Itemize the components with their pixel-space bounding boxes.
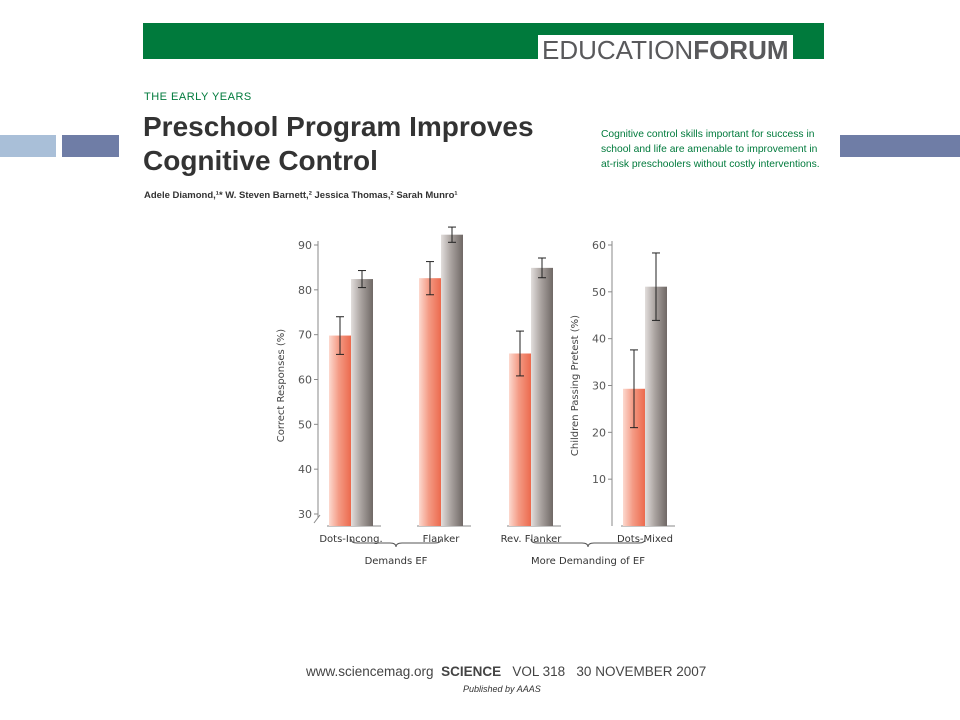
y-axis-label-2: Children Passing Pretest (%): [570, 315, 581, 456]
y-tick-label-2-10: 10: [592, 473, 606, 486]
bar-rev-flanker-series-1: [509, 353, 531, 526]
bar-dots-incong-series-2: [351, 279, 373, 526]
bar-dots-mixed-series-1: [623, 388, 645, 526]
y-tick-label-1-60: 60: [298, 374, 312, 387]
y-tick-label-1-30: 30: [298, 508, 312, 521]
slide-accent-bar-light: [0, 135, 56, 157]
y-tick-label-2-20: 20: [592, 426, 606, 439]
bar-flanker-series-1: [419, 278, 441, 526]
group-brace-more-demanding-of-ef: [530, 538, 646, 548]
banner-label: EDUCATIONFORUM: [538, 35, 793, 65]
y-tick-label-2-60: 60: [592, 239, 606, 252]
slide-accent-bar-right: [840, 135, 960, 157]
section-label: THE EARLY YEARS: [144, 91, 252, 103]
y-tick-label-1-80: 80: [298, 284, 312, 297]
banner-end-rule: [822, 23, 824, 59]
slide-accent-bar-dark: [62, 135, 119, 157]
footer-volume: VOL 318: [512, 664, 566, 679]
y-tick-label-1-50: 50: [298, 418, 312, 431]
banner-label-bold: FORUM: [693, 35, 789, 65]
y-axis-label-1: Correct Responses (%): [276, 329, 287, 442]
group-label-more-demanding-of-ef: More Demanding of EF: [531, 556, 645, 567]
banner-label-light: EDUCATION: [542, 35, 694, 65]
y-tick-label-2-40: 40: [592, 333, 606, 346]
group-label-demands-ef: Demands EF: [365, 556, 428, 567]
article-title-line-1: Preschool Program Improves: [143, 111, 534, 142]
journal-footer: www.sciencemag.org SCIENCE VOL 318 30 NO…: [306, 664, 706, 679]
group-brace-demands-ef: [350, 538, 442, 548]
y-tick-label-1-90: 90: [298, 239, 312, 252]
axis-break-mark: [313, 514, 321, 524]
article-summary: Cognitive control skills important for s…: [601, 129, 820, 170]
bar-dots-mixed-series-2: [645, 286, 667, 526]
bar-flanker-series-2: [441, 234, 463, 526]
author-list: Adele Diamond,¹* W. Steven Barnett,² Jes…: [144, 190, 458, 201]
y-tick-label-1-70: 70: [298, 329, 312, 342]
bar-dots-incong-series-1: [329, 335, 351, 526]
bar-rev-flanker-series-2: [531, 267, 553, 526]
article-title-line-2: Cognitive Control: [143, 145, 378, 176]
y-tick-label-1-40: 40: [298, 463, 312, 476]
y-tick-label-2-30: 30: [592, 380, 606, 393]
footer-date: 30 NOVEMBER 2007: [576, 664, 707, 679]
footer-journal: SCIENCE: [441, 664, 502, 679]
y-tick-label-2-50: 50: [592, 286, 606, 299]
footer-url: www.sciencemag.org: [306, 664, 434, 679]
footer-publisher: Published by AAAS: [463, 684, 541, 694]
